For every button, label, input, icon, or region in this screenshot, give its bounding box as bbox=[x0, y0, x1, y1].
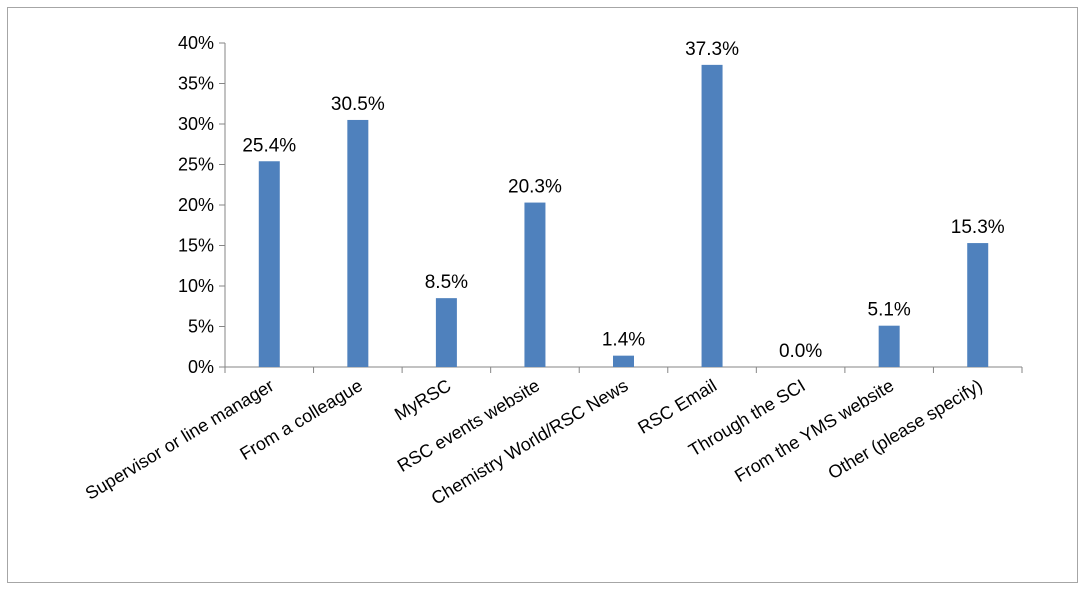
category-label: RSC Email bbox=[634, 375, 720, 437]
data-labels: 25.4% 30.5% 8.5% 20.3% 1.4% 37.3% 0.0% 5.1% 15.3… bbox=[242, 39, 1004, 362]
y-tick-label: 15% bbox=[178, 236, 214, 256]
data-label: 8.5% bbox=[425, 272, 468, 293]
bar bbox=[701, 64, 723, 368]
y-tick-label: 10% bbox=[178, 276, 214, 296]
bars bbox=[258, 64, 989, 368]
bar bbox=[258, 161, 280, 367]
category-label: From the YMS website bbox=[731, 375, 897, 486]
y-tick-label: 25% bbox=[178, 155, 214, 175]
y-tick-label: 5% bbox=[188, 317, 214, 337]
data-label: 20.3% bbox=[508, 177, 562, 198]
bar bbox=[967, 243, 989, 367]
y-tick-label: 20% bbox=[178, 195, 214, 215]
bar bbox=[524, 202, 546, 367]
bar bbox=[347, 119, 369, 367]
category-label: MyRSC bbox=[391, 375, 454, 424]
data-label: 0.0% bbox=[779, 341, 822, 362]
bar bbox=[878, 325, 900, 367]
data-label: 25.4% bbox=[242, 135, 296, 156]
bar bbox=[613, 355, 634, 367]
y-tick-label: 30% bbox=[178, 114, 214, 134]
y-tick-label: 40% bbox=[178, 33, 214, 53]
data-label: 15.3% bbox=[951, 217, 1005, 238]
x-axis bbox=[224, 366, 1023, 373]
data-label: 5.1% bbox=[868, 300, 911, 321]
category-label: RSC events website bbox=[394, 375, 543, 476]
data-label: 1.4% bbox=[602, 330, 645, 351]
y-tick-label: 0% bbox=[188, 357, 214, 377]
data-label: 37.3% bbox=[685, 39, 739, 60]
y-axis: 0% 5% 10% 15% 20% 25% 30% 35% 40% bbox=[178, 33, 226, 377]
y-tick-label: 35% bbox=[178, 74, 214, 94]
category-label: Other (please specify) bbox=[825, 375, 986, 483]
data-label: 30.5% bbox=[331, 94, 385, 115]
bar bbox=[435, 298, 457, 367]
